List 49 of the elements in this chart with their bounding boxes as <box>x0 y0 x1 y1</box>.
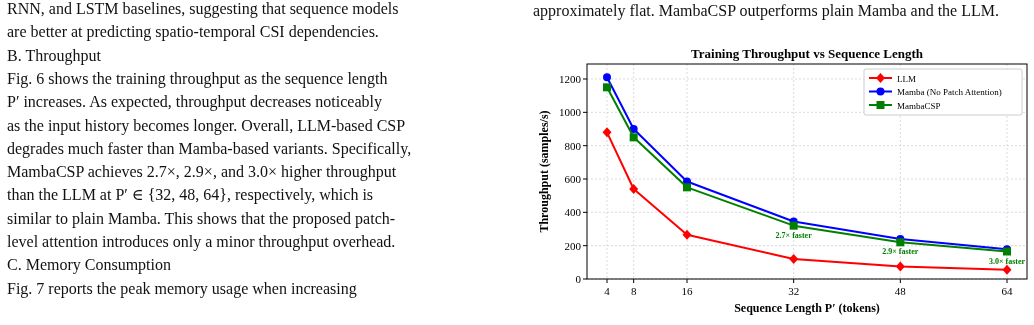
y-tick-label: 0 <box>575 273 582 285</box>
point <box>603 83 611 92</box>
y-tick-label: 200 <box>564 239 582 252</box>
x-tick-label: 8 <box>630 285 637 297</box>
annotation: 3.0× faster <box>988 256 1026 266</box>
legend-label: Mamba (No Patch Attention) <box>897 87 1002 97</box>
annotation: 2.9× faster <box>882 247 919 257</box>
x-tick-label: 32 <box>788 285 800 297</box>
text: approximately flat. MambaCSP outperforms plain Mamba and the LLM. <box>533 2 999 20</box>
point <box>683 183 691 192</box>
annotation: 2.7× faster <box>775 230 813 240</box>
point <box>789 254 799 264</box>
x-tick-label: 4 <box>604 285 611 297</box>
text: C. Memory Consumption <box>7 256 172 275</box>
point <box>1002 264 1012 275</box>
point <box>895 261 905 272</box>
point <box>602 127 612 138</box>
y-tick-label: 1200 <box>559 73 582 85</box>
text: degrades much faster than Mamba-based variants. Specifically, <box>7 139 412 158</box>
text: RNN, and LSTM baselines, suggesting that sequence models <box>7 0 399 18</box>
point <box>682 229 692 240</box>
x-tick-label: 64 <box>1001 285 1013 297</box>
point <box>629 133 638 142</box>
point <box>629 125 638 133</box>
y-tick-label: 800 <box>564 139 582 152</box>
point <box>896 238 905 247</box>
text: MambaCSP achieves 2.7×, 2.9×, and 3.0× higher throughput <box>7 163 397 182</box>
text: than the LLM at P′ ∈ {32, 48, 64}, respectively, which is <box>7 186 374 205</box>
text: are better at predicting spatio-temporal CSI dependencies. <box>7 23 379 42</box>
caption: Fig. 6 shows the training throughput as the sequence length <box>7 69 388 88</box>
text: P′ increases. As expected, throughput decreases noticeably <box>7 93 382 112</box>
point <box>603 73 611 82</box>
caption: Fig. 7 reports the peak memory usage when increasing <box>7 279 357 298</box>
x-axis-title: Sequence Length P′ (tokens) <box>734 301 880 315</box>
legend-label: LLM <box>897 73 916 84</box>
y-tick-label: 600 <box>564 173 582 185</box>
chart-title: Training Throughput vs Sequence Length <box>691 46 924 61</box>
x-tick-label: 48 <box>894 285 907 297</box>
y-tick-label: 400 <box>564 206 582 219</box>
legend-label: MambaCSP <box>897 100 941 111</box>
text: level attention introduces only a minor throughput overhead. <box>7 233 396 251</box>
y-axis-title: Throughput (samples/s) <box>537 110 551 233</box>
text: as the input history becomes longer. Overall, LLM-based CSP <box>7 116 406 135</box>
y-tick-label: 1000 <box>559 106 582 119</box>
x-tick-label: 16 <box>681 285 693 297</box>
point <box>629 184 639 194</box>
point <box>789 221 798 230</box>
text: B. Throughput <box>7 46 102 65</box>
text: similar to plain Mamba. This shows that the proposed patch- <box>7 209 396 228</box>
